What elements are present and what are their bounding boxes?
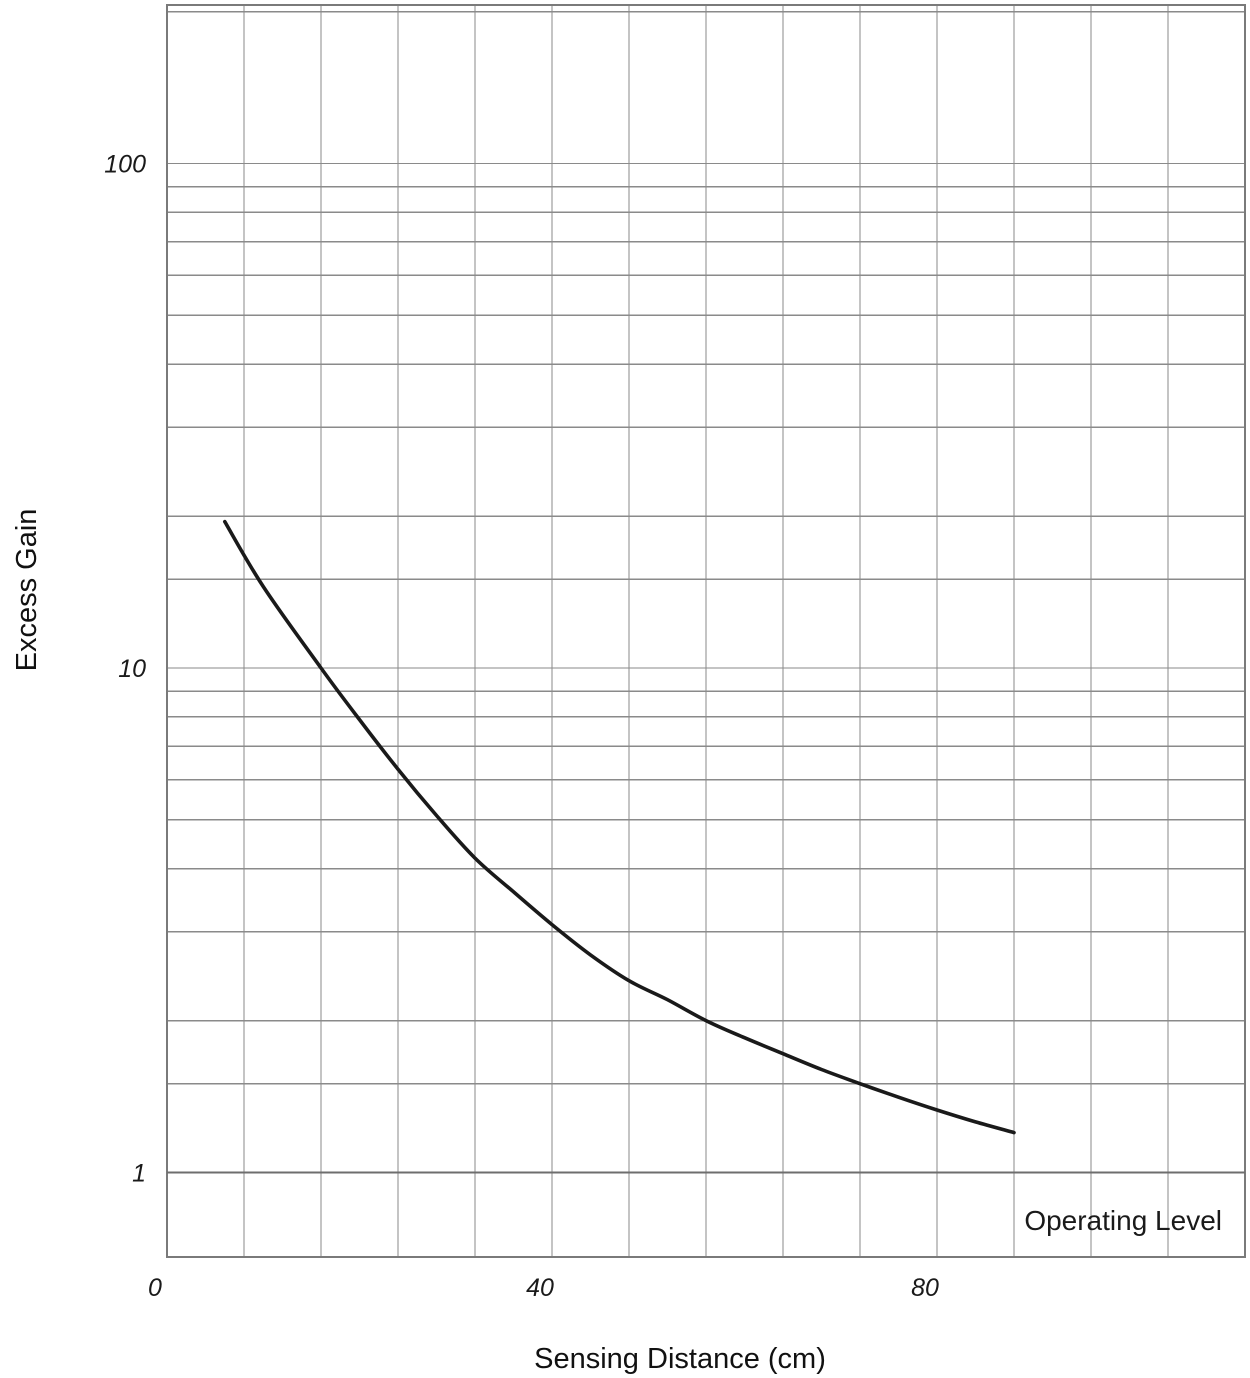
x-tick-label-0: 0	[148, 1274, 162, 1302]
y-tick-label-1: 1	[132, 1160, 146, 1188]
plot-frame	[166, 4, 1246, 1258]
vertical-gridlines	[166, 5, 1246, 1257]
operating-level-label: Operating Level	[1024, 1205, 1222, 1236]
y-tick-label-10: 10	[118, 655, 146, 683]
excess-gain-curve	[223, 519, 1016, 1135]
x-tick-labels: 0 40 80	[148, 1274, 939, 1302]
x-tick-label-40: 40	[526, 1274, 554, 1302]
x-axis-title: Sensing Distance (cm)	[534, 1343, 826, 1375]
y-tick-label-100: 100	[104, 151, 146, 179]
y-axis-title: Excess Gain	[11, 509, 43, 672]
x-tick-label-80: 80	[911, 1274, 939, 1302]
y-tick-labels: 1 10 100	[104, 151, 146, 1188]
